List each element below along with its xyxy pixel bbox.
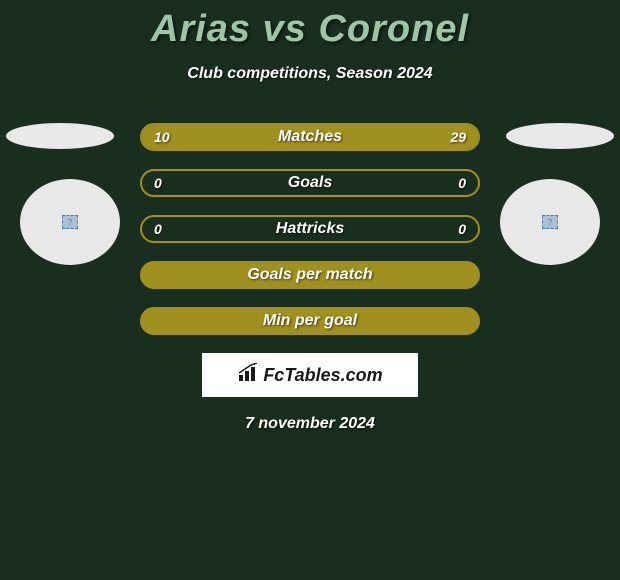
date-text: 7 november 2024: [0, 415, 620, 433]
player-right-ellipse: [506, 123, 614, 149]
stat-bar-matches: 10 Matches 29: [140, 123, 480, 151]
player-right-badge: ?: [500, 179, 600, 265]
logo-text: FcTables.com: [263, 365, 382, 386]
placeholder-icon: ?: [542, 215, 558, 229]
bar-value-left: 10: [154, 129, 170, 145]
stat-bar-goals-per-match: Goals per match: [140, 261, 480, 289]
bar-value-right: 0: [458, 175, 466, 191]
stat-bar-hattricks: 0 Hattricks 0: [140, 215, 480, 243]
bar-value-left: 0: [154, 175, 162, 191]
stat-bar-goals: 0 Goals 0: [140, 169, 480, 197]
bar-label: Goals per match: [247, 266, 372, 284]
bar-label: Hattricks: [276, 220, 344, 238]
comparison-subtitle: Club competitions, Season 2024: [0, 65, 620, 83]
logo: FcTables.com: [237, 363, 382, 388]
bar-label: Matches: [278, 128, 342, 146]
bar-label: Min per goal: [263, 312, 357, 330]
content-area: ? ? 10 Matches 29 0 Goals 0 0 Hattricks …: [0, 123, 620, 433]
logo-box: FcTables.com: [202, 353, 418, 397]
bar-value-right: 29: [450, 129, 466, 145]
chart-icon: [237, 363, 261, 388]
placeholder-icon: ?: [62, 215, 78, 229]
bar-label: Goals: [288, 174, 332, 192]
bar-value-right: 0: [458, 221, 466, 237]
player-left-ellipse: [6, 123, 114, 149]
player-left-badge: ?: [20, 179, 120, 265]
stat-bar-min-per-goal: Min per goal: [140, 307, 480, 335]
bar-value-left: 0: [154, 221, 162, 237]
stat-bars: 10 Matches 29 0 Goals 0 0 Hattricks 0 Go…: [140, 123, 480, 335]
comparison-title: Arias vs Coronel: [0, 0, 620, 51]
